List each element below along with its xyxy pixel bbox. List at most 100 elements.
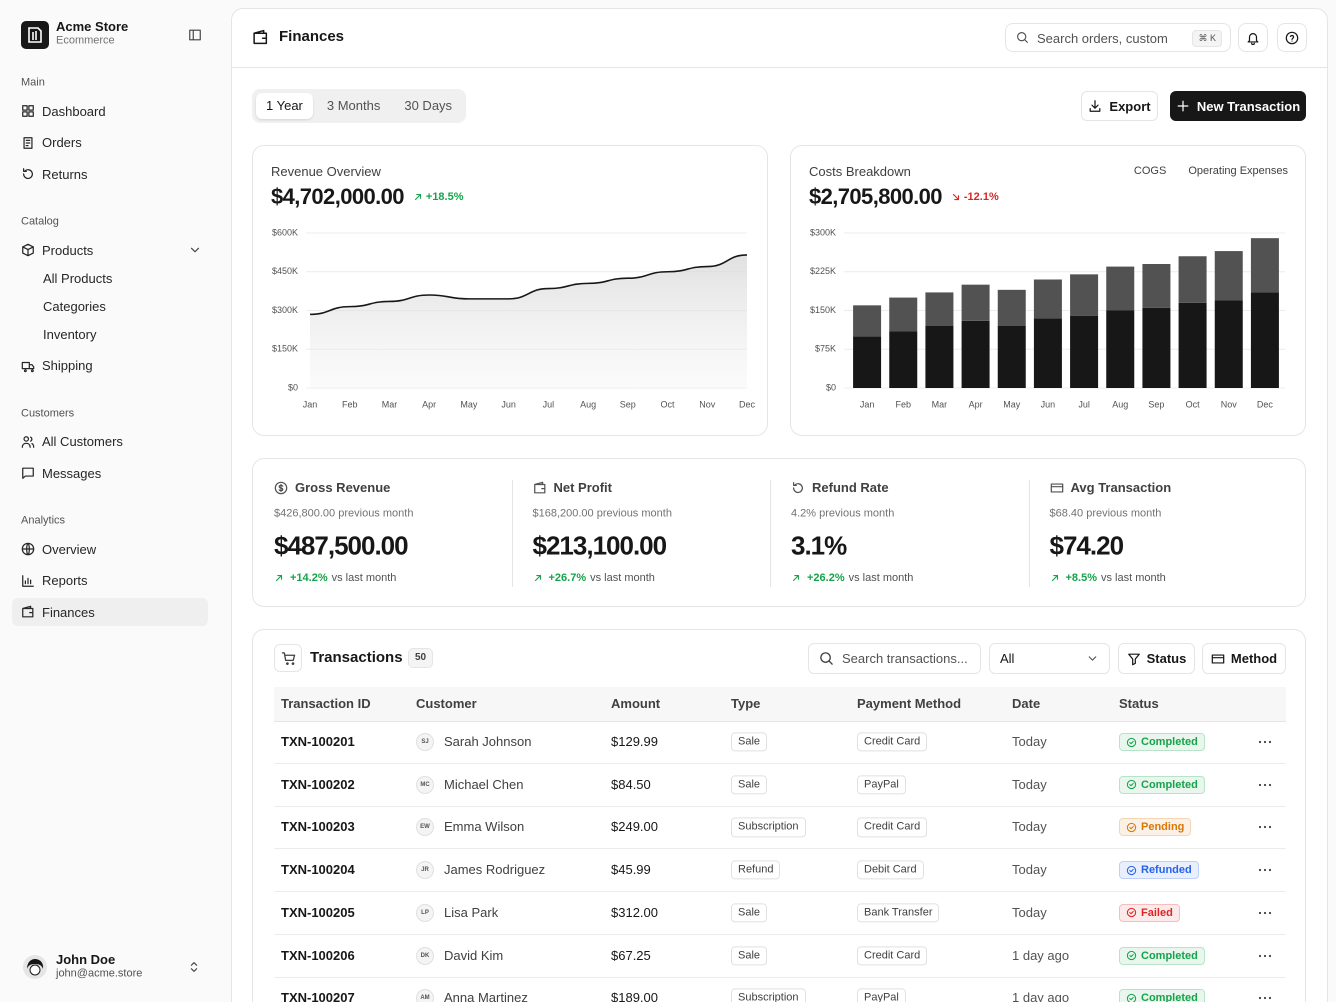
row-actions[interactable] (1258, 995, 1272, 1001)
transaction-id: TXN-100201 (281, 734, 355, 750)
page-title: Finances (279, 28, 345, 45)
nav-item[interactable]: Overview (12, 535, 208, 563)
x-tick-label: Dec (1257, 399, 1274, 409)
icon-path (190, 247, 200, 253)
filter-select[interactable]: All (989, 643, 1110, 674)
avatar-hair (27, 959, 44, 969)
nav-item[interactable]: Shipping (12, 352, 208, 380)
chart-total-row: $2,705,800.00 -12.1% (809, 184, 999, 210)
column-header: Transaction ID (281, 696, 371, 712)
bar (961, 284, 990, 321)
nav-item[interactable]: All Customers (12, 428, 208, 456)
row-actions[interactable] (1258, 867, 1272, 873)
row-actions[interactable] (1258, 739, 1272, 745)
customer-avatar: AM (416, 989, 434, 1002)
stat-divider (770, 480, 771, 587)
filter-button[interactable]: Method (1202, 643, 1286, 674)
range-tab[interactable]: 3 Months (326, 98, 381, 113)
brand-subtitle: Ecommerce (56, 34, 115, 47)
dot (1263, 740, 1267, 744)
amount: $45.99 (611, 862, 651, 878)
help-button[interactable] (1277, 23, 1307, 52)
y-tick-label: $300K (810, 227, 836, 237)
icon (1126, 950, 1137, 961)
nav-label: Overview (42, 541, 97, 557)
nav-item[interactable]: Categories (12, 292, 208, 320)
notifications-button[interactable] (1238, 23, 1268, 52)
icon-path (21, 542, 35, 556)
customer-avatar: MC (416, 775, 434, 794)
stat-compare: vs last month (848, 572, 914, 584)
table-row (274, 892, 1286, 935)
icon-path (23, 136, 33, 149)
bar (1106, 310, 1135, 388)
row-actions[interactable] (1258, 782, 1272, 788)
status-label: Pending (1141, 821, 1185, 834)
action-button[interactable]: New Transaction (1170, 91, 1306, 121)
status-label: Failed (1141, 906, 1173, 919)
section-label: Main (21, 76, 45, 89)
icon-path (793, 482, 803, 494)
brand-name: Acme Store (56, 19, 129, 35)
line (309, 254, 748, 316)
table-row (274, 721, 1286, 764)
dot (1263, 954, 1267, 957)
nav-item[interactable]: Inventory (12, 320, 208, 348)
row-actions[interactable] (1258, 824, 1272, 830)
x-tick-label: Apr (422, 399, 436, 409)
chart-total: $4,702,000.00 (271, 184, 404, 209)
search-box[interactable]: Search orders, customers... ⌘ K (1005, 23, 1231, 52)
icon[interactable] (187, 960, 201, 974)
icon[interactable] (188, 28, 202, 42)
nav-item[interactable]: Finances (12, 598, 208, 626)
filter-button[interactable]: Status (1118, 643, 1195, 674)
table-row (274, 806, 1286, 850)
stat-change: +8.5% vs last month (1050, 572, 1166, 584)
icon-path (533, 481, 545, 494)
table-header (274, 687, 1286, 722)
stat-change-value: +8.5% (1065, 572, 1098, 584)
status-badge: Pending (1119, 818, 1192, 837)
x-tick-label: Aug (580, 399, 596, 409)
x-tick-label: Sep (620, 399, 636, 409)
y-tick-label: $600K (272, 227, 298, 237)
table-row (274, 935, 1286, 978)
bar (961, 320, 990, 388)
icon-path (1126, 865, 1137, 875)
row-actions[interactable] (1258, 953, 1272, 959)
nav-item[interactable]: Dashboard (12, 97, 208, 125)
nav-item[interactable]: All Products (12, 264, 208, 292)
nav-item[interactable]: Products (12, 236, 208, 264)
search-placeholder: Search orders, customers... (1037, 31, 1168, 46)
date: 1 day ago (1012, 990, 1070, 1002)
nav-item[interactable]: Reports (12, 567, 208, 595)
nav-item[interactable]: Orders (12, 129, 208, 157)
row-actions[interactable] (1258, 910, 1272, 916)
table-row (274, 849, 1286, 893)
y-tick-label: $300K (272, 305, 298, 315)
nav-item[interactable]: Returns (12, 160, 208, 188)
icon-path (1285, 31, 1299, 44)
range-tab[interactable]: 1 Year (256, 93, 313, 119)
nav-item[interactable]: Messages (12, 459, 208, 487)
status-label: Completed (1141, 736, 1198, 748)
range-tab[interactable]: 30 Days (404, 98, 453, 113)
amount: $189.00 (611, 990, 658, 1002)
button-label: Status (1146, 651, 1187, 666)
type-badge: Subscription (731, 988, 806, 1002)
icon-path (1126, 993, 1137, 1002)
action-button[interactable]: Export (1081, 91, 1158, 121)
bar (1142, 264, 1171, 308)
chart-total-row: $4,702,000.00 +18.5% (271, 184, 464, 210)
stat-divider (1028, 480, 1030, 587)
stat-value: $74.20 (1049, 530, 1125, 561)
x-tick-label: Dec (739, 399, 756, 409)
date: Today (1012, 776, 1047, 792)
x-tick-label: Nov (1221, 399, 1238, 409)
status-label: Completed (1141, 778, 1198, 791)
icon-path (1051, 574, 1058, 582)
bar (889, 297, 918, 332)
transactions-search[interactable]: Search transactions... (808, 643, 981, 674)
transaction-id: TXN-100207 (281, 990, 355, 1002)
nav-label: Products (42, 242, 94, 258)
